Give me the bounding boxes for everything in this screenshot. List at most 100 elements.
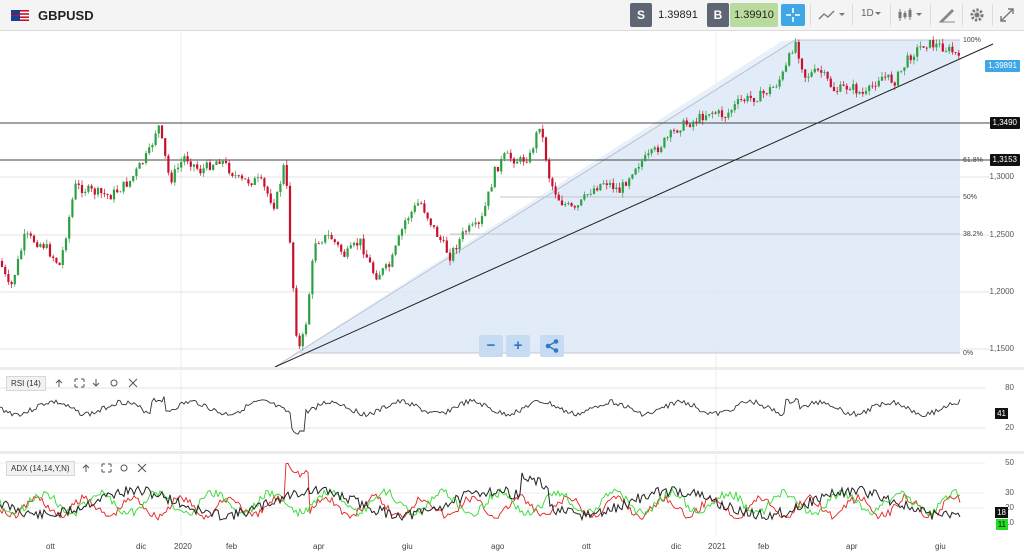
crosshair-button[interactable]	[781, 4, 805, 26]
candle-body	[365, 254, 368, 258]
candle-body	[624, 182, 628, 186]
adx-axis-label: 50	[1005, 458, 1014, 467]
candle-body	[631, 174, 634, 179]
candle-body	[458, 239, 461, 250]
candle-body	[413, 205, 416, 212]
move-down-icon	[92, 379, 100, 387]
fullscreen-expand-icon[interactable]	[1000, 8, 1014, 22]
candle-body	[215, 161, 218, 165]
candle-body	[800, 58, 804, 70]
candle-body	[810, 72, 813, 77]
candle-body	[845, 85, 848, 90]
candle-body	[186, 156, 189, 162]
candle-body	[324, 235, 327, 243]
candle-body	[103, 193, 106, 195]
settings-gear-icon[interactable]	[969, 7, 985, 23]
price-chart-pane[interactable]: 100% 61.8% 50% 38.2% 0% 1,3000 1,2500 1,…	[0, 31, 1024, 368]
candle-body	[356, 242, 359, 246]
candle-body	[455, 247, 458, 250]
candle-body	[688, 124, 692, 127]
candle-body	[903, 67, 906, 71]
candle-body	[160, 125, 164, 139]
candle-body	[682, 120, 685, 131]
trend-line[interactable]	[274, 43, 994, 368]
share-button[interactable]	[540, 335, 564, 357]
candle-body	[720, 110, 724, 118]
candle-body	[586, 194, 589, 196]
candle-body	[615, 187, 618, 189]
candle-body	[669, 130, 672, 138]
candle-body	[288, 185, 292, 243]
buy-price[interactable]: 1.39910	[730, 3, 778, 27]
draw-tools-icon[interactable]	[938, 7, 956, 23]
crosshair-icon	[786, 8, 800, 22]
timeframe-dropdown[interactable]: 1D	[861, 8, 874, 19]
candle-body	[263, 178, 266, 187]
candle-body	[660, 147, 663, 153]
candle-body	[772, 87, 775, 88]
candle-body	[58, 262, 61, 265]
buy-button[interactable]: B	[707, 3, 729, 27]
sell-button[interactable]: S	[630, 3, 652, 27]
candle-body	[746, 95, 749, 102]
price-axis-label: 1,2000	[989, 287, 1014, 296]
candle-body	[516, 161, 519, 164]
time-axis-label: giu	[935, 542, 946, 551]
adx-pane[interactable]: ADX (14,14,Y,N) 50 30 20 10 18 11	[0, 455, 1024, 535]
candle-body	[423, 203, 426, 213]
zoom-out-button[interactable]: −	[479, 335, 503, 357]
candle-body	[656, 147, 660, 153]
candle-body	[765, 93, 768, 95]
candle-body	[189, 161, 192, 167]
rsi-pane[interactable]: RSI (14) 80 20 41	[0, 370, 1024, 450]
candle-body	[340, 244, 343, 252]
price-chart[interactable]: 100% 61.8% 50% 38.2% 0%	[0, 31, 1024, 368]
candle-body	[234, 175, 237, 177]
candle-body	[944, 51, 948, 53]
candle-body	[199, 168, 202, 174]
candle-body	[663, 137, 666, 148]
candle-body	[938, 43, 941, 45]
candle-body	[404, 220, 407, 230]
candle-body	[612, 182, 615, 189]
adx-axis-label: 10	[1005, 518, 1014, 527]
candle-body	[948, 46, 951, 52]
adx-chart	[0, 455, 985, 535]
fib-label-618: 61.8%	[963, 157, 983, 164]
candle-body	[173, 169, 176, 183]
candlestick-icon[interactable]	[897, 7, 925, 23]
candle-body	[775, 86, 778, 88]
candle-body	[836, 91, 839, 92]
candle-body	[260, 177, 263, 179]
candle-body	[474, 222, 477, 225]
candle-body	[858, 91, 861, 94]
candle-body	[538, 128, 541, 133]
candle-body	[535, 132, 538, 149]
candle-body	[477, 222, 480, 224]
instrument-symbol[interactable]: GBPUSD	[38, 8, 94, 23]
pane-divider[interactable]	[0, 451, 1024, 454]
sell-price[interactable]: 1.39891	[654, 3, 702, 27]
rsi-indicator-label[interactable]: RSI (14)	[6, 376, 46, 391]
candle-body	[484, 205, 487, 217]
candle-body	[202, 168, 205, 174]
candle-body	[874, 85, 877, 87]
candle-body	[154, 133, 157, 145]
pane-divider[interactable]	[0, 367, 1024, 370]
candle-body	[852, 84, 855, 90]
candle-body	[932, 40, 935, 48]
candle-body	[567, 203, 570, 205]
candle-body	[685, 120, 688, 125]
zoom-in-button[interactable]: +	[506, 335, 530, 357]
rsi-axis-label: 20	[1005, 423, 1014, 432]
candle-body	[733, 104, 736, 111]
candle-body	[644, 155, 647, 162]
candle-body	[0, 261, 4, 267]
rsi-value-badge: 41	[995, 408, 1008, 419]
candle-body	[599, 183, 602, 191]
line-chart-type-icon[interactable]	[818, 8, 846, 22]
candle-body	[695, 121, 698, 123]
adx-indicator-label[interactable]: ADX (14,14,Y,N)	[6, 461, 75, 476]
candle-body	[167, 155, 170, 173]
adx-indicator-tools	[82, 463, 147, 473]
